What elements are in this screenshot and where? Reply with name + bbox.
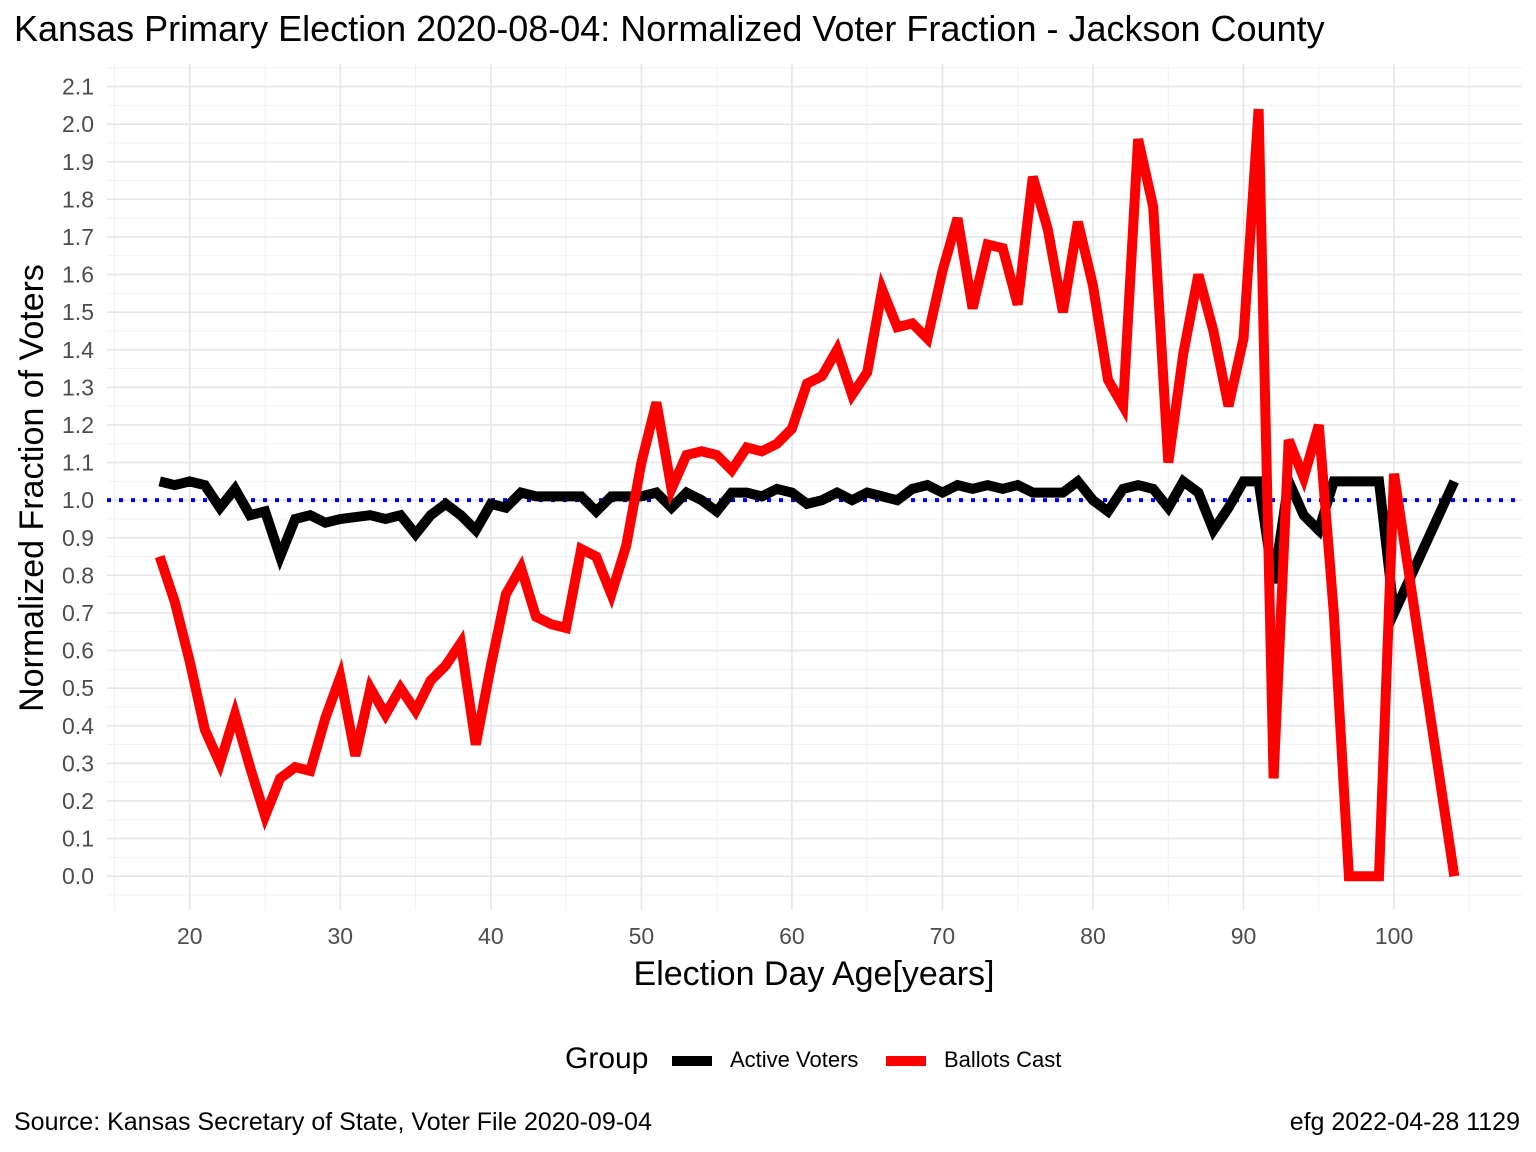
x-tick-label: 20	[177, 923, 203, 949]
y-tick-label: 0.1	[62, 826, 94, 852]
y-tick-label: 1.1	[62, 450, 94, 476]
major-gridlines	[107, 64, 1522, 910]
y-tick-label: 1.5	[62, 299, 94, 325]
y-tick-label: 1.9	[62, 149, 94, 175]
plot-area: 0.0 0.1 0.2 0.3 0.4 0.5 0.6 0.7 0.8 0.9 1.0 1.1 1.2 1…	[13, 64, 1522, 993]
chart-title: Kansas Primary Election 2020-08-04: Norm…	[14, 8, 1325, 49]
y-tick-label: 1.4	[62, 337, 94, 363]
x-tick-label: 40	[478, 923, 504, 949]
y-tick-label: 1.8	[62, 186, 94, 212]
y-tick-label: 1.0	[62, 487, 94, 513]
y-tick-label: 2.1	[62, 74, 94, 100]
y-axis-tick-labels: 0.0 0.1 0.2 0.3 0.4 0.5 0.6 0.7 0.8 0.9 1.0 1.1 1.2 1…	[62, 74, 94, 890]
x-tick-label: 30	[328, 923, 354, 949]
y-tick-label: 1.2	[62, 412, 94, 438]
x-tick-label: 100	[1375, 923, 1413, 949]
legend: Group Active Voters Ballots Cast	[0, 1040, 1536, 1084]
y-tick-label: 0.0	[62, 863, 94, 889]
y-tick-label: 0.9	[62, 525, 94, 551]
y-tick-label: 0.5	[62, 675, 94, 701]
y-tick-label: 0.8	[62, 562, 94, 588]
y-tick-label: 2.0	[62, 111, 94, 137]
credit-caption: efg 2022-04-28 1129	[1289, 1108, 1520, 1136]
x-axis-tick-labels: 20 30 40 50 60 70 80 90 100	[177, 923, 1413, 949]
x-tick-label: 80	[1080, 923, 1106, 949]
x-tick-label: 70	[930, 923, 956, 949]
x-axis-title: Election Day Age[years]	[634, 955, 995, 993]
y-tick-label: 0.2	[62, 788, 94, 814]
source-caption: Source: Kansas Secretary of State, Voter…	[14, 1108, 652, 1136]
y-axis-title: Normalized Fraction of Voters	[13, 264, 51, 712]
y-tick-label: 0.7	[62, 600, 94, 626]
legend-key-ballots-cast	[886, 1056, 926, 1066]
legend-key-active-voters	[672, 1056, 712, 1066]
legend-label-ballots-cast: Ballots Cast	[944, 1047, 1062, 1072]
y-tick-label: 0.6	[62, 638, 94, 664]
y-tick-label: 0.3	[62, 750, 94, 776]
y-tick-label: 1.7	[62, 224, 94, 250]
x-tick-label: 90	[1231, 923, 1257, 949]
minor-gridlines	[107, 64, 1522, 910]
series-line-ballots-cast	[154, 108, 1460, 882]
series-lines	[154, 108, 1460, 882]
series-line-active-voters	[158, 463, 1459, 632]
y-tick-label: 0.4	[62, 713, 94, 739]
y-tick-label: 1.3	[62, 374, 94, 400]
x-tick-label: 50	[629, 923, 655, 949]
y-tick-label: 1.6	[62, 262, 94, 288]
legend-label-active-voters: Active Voters	[730, 1047, 859, 1072]
legend-title: Group	[565, 1042, 649, 1075]
x-tick-label: 60	[779, 923, 805, 949]
